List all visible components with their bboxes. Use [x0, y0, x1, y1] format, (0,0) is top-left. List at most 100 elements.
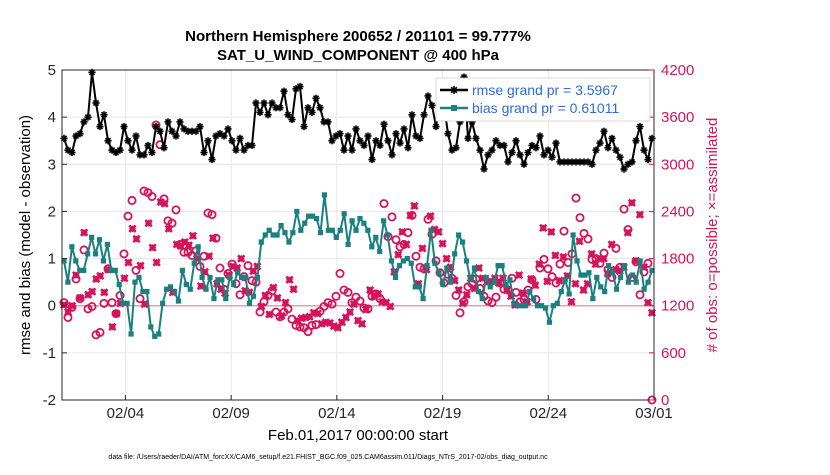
rmse-point: [612, 146, 620, 154]
legend-rmse-marker: [450, 86, 458, 94]
rmse-point: [492, 137, 500, 145]
rmse-point: [380, 120, 388, 128]
rmse-point: [220, 132, 228, 140]
possible-obs-point: [131, 265, 141, 275]
rmse-point: [636, 122, 644, 131]
rmse-point: [548, 153, 556, 161]
bias-point: [507, 277, 513, 283]
possible-obs-point: [303, 327, 313, 337]
rmse-point: [224, 125, 232, 133]
rmse-point: [336, 130, 344, 138]
bias-point: [61, 258, 67, 264]
rmse-point: [264, 111, 272, 119]
bias-point: [262, 232, 268, 238]
bias-point: [463, 258, 470, 264]
rmse-point: [276, 104, 284, 112]
bias-point: [550, 303, 556, 309]
rmse-point: [212, 132, 220, 140]
bias-point: [203, 286, 209, 292]
bias-point: [227, 274, 233, 281]
bias-point: [519, 303, 525, 309]
bias-point: [641, 286, 647, 292]
rmse-point: [504, 158, 512, 166]
possible-obs-point: [107, 298, 117, 308]
possible-obs-point: [71, 274, 81, 284]
bias-point: [191, 260, 197, 266]
x-tick-label: 02/19: [424, 405, 462, 422]
bias-point: [428, 227, 434, 233]
y-left-tick-label: -2: [43, 392, 56, 409]
bias-point: [467, 277, 474, 283]
rmse-point: [488, 146, 496, 154]
rmse-point: [592, 146, 600, 154]
bias-point: [388, 258, 395, 264]
bias-point: [96, 237, 103, 243]
possible-obs-point: [207, 210, 217, 220]
bias-point: [357, 215, 363, 222]
bias-point: [85, 251, 91, 257]
bias-point: [329, 227, 335, 233]
bias-point: [495, 263, 501, 269]
bias-point: [199, 274, 205, 281]
rmse-point: [644, 155, 652, 164]
assimilated-obs-point: [184, 241, 193, 250]
bias-point: [187, 286, 193, 292]
assimilated-obs-point: [108, 322, 117, 332]
y-left-tick-label: 3: [48, 156, 56, 173]
possible-obs-point: [599, 248, 609, 258]
possible-obs-point: [179, 247, 189, 257]
assimilated-obs-point: [88, 287, 97, 296]
rmse-point: [308, 108, 316, 117]
bias-point: [436, 270, 442, 276]
bias-point: [515, 303, 521, 309]
bias-point: [152, 333, 158, 339]
bias-point: [448, 279, 454, 285]
assimilated-obs-point: [410, 201, 419, 211]
rmse-series-line: [63, 71, 653, 170]
bias-point: [120, 300, 126, 306]
bias-point: [294, 208, 300, 215]
bias-point: [132, 279, 138, 285]
assimilated-obs-point: [164, 224, 173, 233]
possible-obs-point: [171, 205, 181, 215]
rmse-point: [432, 122, 440, 131]
bias-point: [361, 220, 367, 226]
bias-point: [100, 258, 107, 264]
bias-point: [534, 303, 541, 309]
rmse-point: [200, 148, 208, 157]
bias-point: [499, 263, 505, 269]
bias-point: [310, 213, 316, 219]
bias-point: [116, 281, 122, 288]
rmse-point: [632, 137, 640, 145]
data-file-footer: data file: /Users/raeder/DAI/ATM_forcXX/…: [108, 454, 548, 461]
rmse-point: [248, 141, 256, 150]
y-left-tick-label: 5: [48, 62, 56, 79]
possible-obs-point: [211, 233, 221, 243]
y-left-tick-label: 1: [48, 251, 56, 268]
assimilated-obs-point: [237, 254, 246, 263]
possible-obs-point: [459, 297, 469, 307]
bias-point: [108, 267, 114, 273]
bias-point: [144, 288, 150, 295]
y-right-tick-label: 600: [661, 345, 686, 362]
bias-point: [602, 288, 608, 295]
rmse-point: [376, 141, 384, 150]
possible-obs-point: [399, 239, 409, 249]
assimilated-obs-point: [394, 250, 403, 259]
assimilated-obs-point: [128, 224, 137, 233]
bias-point: [365, 227, 371, 233]
assimilated-obs-point: [285, 275, 294, 284]
y-right-tick-label: 2400: [661, 203, 694, 220]
bias-point: [625, 279, 631, 285]
rmse-point: [388, 151, 396, 159]
assimilated-obs-point: [438, 239, 447, 248]
chart-title: Northern Hemisphere 200652 / 201101 = 99…: [185, 28, 531, 45]
bias-point: [566, 291, 572, 297]
bias-point: [345, 241, 351, 248]
possible-obs-point: [423, 214, 433, 224]
rmse-point: [284, 111, 292, 119]
possible-obs-point: [363, 304, 373, 314]
assimilated-obs-point: [80, 228, 89, 237]
rmse-point: [628, 158, 636, 166]
